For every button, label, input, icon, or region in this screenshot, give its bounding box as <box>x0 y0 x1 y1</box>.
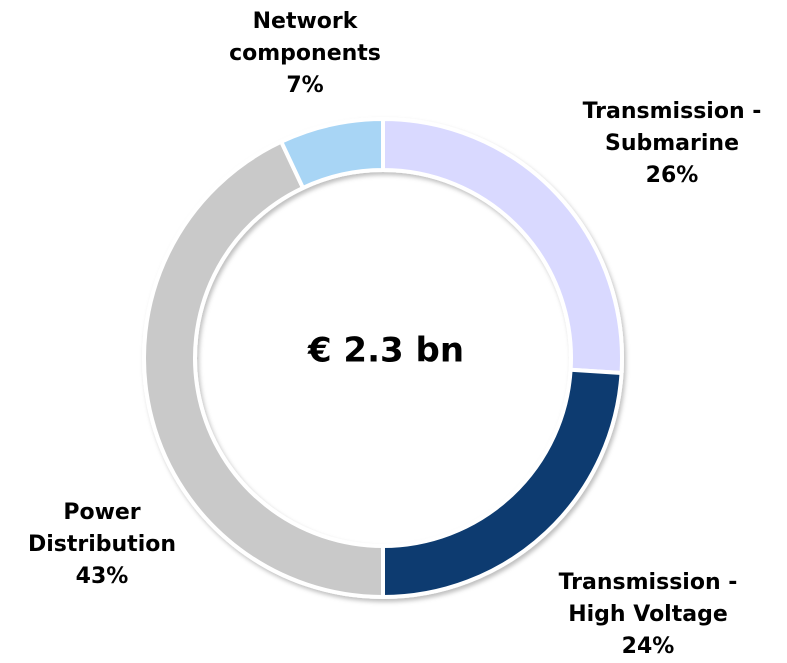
segment-label: Power Distribution 43% <box>7 497 197 593</box>
donut <box>142 116 624 600</box>
category-label: Transmission - High Voltage <box>558 570 738 627</box>
category-label: Network components <box>229 9 381 66</box>
value-label: 24% <box>621 634 675 659</box>
donut-segment <box>381 367 624 600</box>
value-label: 7% <box>286 73 324 98</box>
segment-label: Transmission - Submarine 26% <box>562 96 782 192</box>
value-label: 26% <box>645 163 699 188</box>
value-label: 43% <box>75 564 129 589</box>
segment-label: Network components 7% <box>210 6 400 102</box>
category-label: Transmission - Submarine <box>582 99 762 156</box>
category-label: Power Distribution <box>27 500 177 557</box>
donut-segment <box>278 116 385 191</box>
donut-segment <box>142 139 385 600</box>
segment-label: Transmission - High Voltage 24% <box>538 567 758 663</box>
center-label: € 2.3 bn <box>307 331 464 371</box>
